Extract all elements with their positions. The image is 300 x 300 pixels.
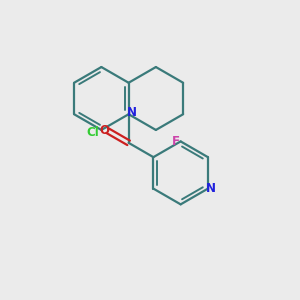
Text: N: N	[206, 182, 216, 195]
Text: O: O	[100, 124, 110, 137]
Text: F: F	[172, 135, 179, 148]
Text: N: N	[127, 106, 137, 119]
Text: Cl: Cl	[86, 126, 99, 139]
